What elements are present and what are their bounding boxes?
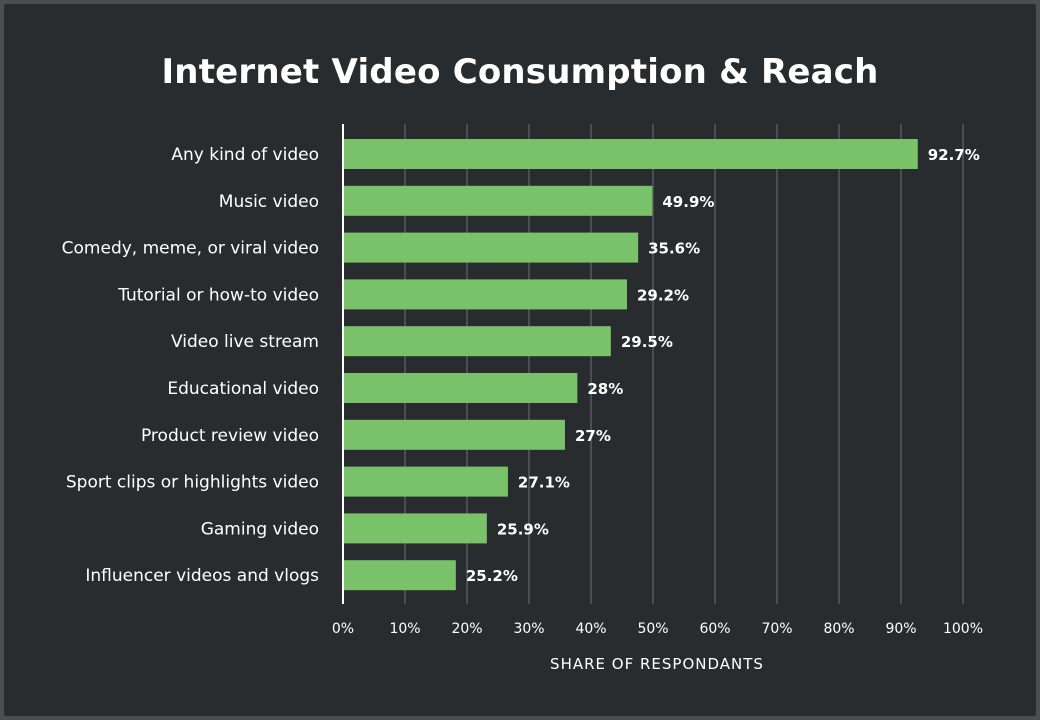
- value-label: 29.5%: [621, 333, 673, 351]
- category-label: Sport clips or highlights video: [66, 473, 319, 493]
- bar: [343, 139, 918, 169]
- value-label: 25.2%: [466, 567, 518, 585]
- x-tick-label: 0%: [332, 621, 354, 637]
- x-tick-label: 50%: [637, 621, 668, 637]
- category-label: Any kind of video: [171, 145, 319, 165]
- bar: [343, 513, 487, 544]
- x-tick-label: 40%: [575, 621, 606, 637]
- bar: [343, 232, 639, 263]
- value-label: 25.9%: [497, 520, 549, 538]
- x-tick-label: 30%: [513, 621, 544, 637]
- bar: [343, 373, 578, 403]
- category-label: Gaming video: [201, 519, 319, 539]
- x-tick-label: 80%: [823, 621, 854, 637]
- bar: [343, 419, 565, 450]
- x-tick-label: 10%: [389, 621, 420, 637]
- category-label: Video live stream: [171, 332, 319, 352]
- bar: [343, 560, 456, 591]
- value-label: 49.9%: [662, 193, 714, 211]
- x-tick-label: 70%: [761, 621, 792, 637]
- bar: [343, 185, 653, 216]
- bar: [343, 326, 611, 357]
- x-tick-label: 100%: [943, 621, 983, 637]
- x-axis-title: SHARE OF RESPONDANTS: [550, 655, 764, 673]
- category-label: Influencer videos and vlogs: [85, 566, 319, 586]
- bar: [343, 279, 627, 310]
- x-tick-label: 90%: [885, 621, 916, 637]
- category-label: Educational video: [167, 379, 319, 399]
- chart-frame: Internet Video Consumption & Reach: [4, 4, 1036, 716]
- value-label: 28%: [587, 380, 623, 398]
- value-label: 27.1%: [518, 474, 570, 492]
- value-label: 92.7%: [928, 146, 980, 164]
- x-tick-label: 20%: [451, 621, 482, 637]
- bar: [343, 466, 508, 497]
- value-label: 35.6%: [648, 240, 700, 258]
- value-label: 29.2%: [637, 286, 689, 304]
- category-label: Comedy, meme, or viral video: [62, 239, 319, 259]
- category-label: Product review video: [141, 426, 319, 446]
- category-label: Music video: [219, 192, 319, 212]
- x-tick-label: 60%: [699, 621, 730, 637]
- chart-title: Internet Video Consumption & Reach: [161, 52, 879, 92]
- category-label: Tutorial or how-to video: [117, 285, 319, 305]
- value-label: 27%: [575, 427, 611, 445]
